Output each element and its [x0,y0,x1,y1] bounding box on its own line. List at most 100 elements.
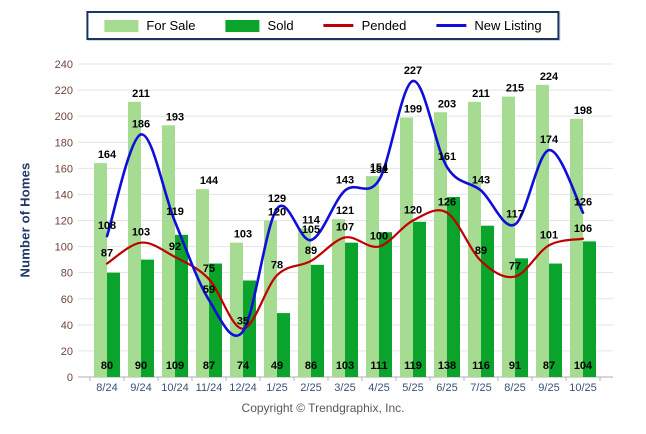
x-tick-label: 11/24 [196,382,223,394]
sold-label: 90 [135,360,147,372]
bar-sold [447,197,460,377]
x-tick-label: 4/25 [368,382,389,394]
bar-for-sale [502,96,515,378]
new-listing-label: 117 [506,208,524,220]
y-tick-label: 20 [61,346,73,358]
x-tick-label: 3/25 [334,382,355,394]
sold-label: 80 [101,360,113,372]
x-tick-label: 9/24 [130,382,151,394]
y-tick-label: 40 [61,320,73,332]
sold-label: 91 [509,360,521,372]
for-sale-label: 211 [132,88,150,100]
legend-item-for-sale: For Sale [104,18,196,33]
y-tick-label: 240 [55,59,73,71]
new-listing-label: 143 [336,175,354,187]
new-listing-label: 227 [404,65,422,77]
pended-label: 100 [370,231,388,243]
bar-for-sale [94,163,107,377]
x-tick-label: 8/25 [504,382,525,394]
line-new-listing [105,79,585,337]
legend: For Sale Sold Pended New Listing [86,11,560,40]
legend-swatch-line [436,24,467,27]
legend-label: New Listing [474,18,542,33]
legend-label: Sold [267,18,294,33]
sold-label: 119 [404,360,422,372]
sold-label: 74 [237,360,250,372]
legend-item-sold: Sold [225,18,294,33]
new-listing-label: 161 [438,151,456,163]
new-listing-label: 59 [203,284,215,296]
copyright-text: Copyright © Trendgraphix, Inc. [241,401,405,415]
bar-sold [379,232,392,377]
bar-for-sale [400,117,413,378]
new-listing-label: 35 [237,315,249,327]
x-tick-label: 2/25 [300,382,321,394]
new-listing-label: 186 [132,118,150,130]
sold-label: 111 [370,360,387,372]
pended-label: 101 [540,229,558,241]
new-listing-label: 119 [166,206,184,218]
y-tick-label: 80 [61,268,73,280]
bar-sold [413,221,426,377]
y-tick-label: 100 [55,242,73,254]
x-tick-label: 7/25 [470,382,491,394]
bar-sold [515,258,528,377]
legend-swatch-bar [225,19,260,32]
bar-for-sale [264,220,277,377]
sold-label: 87 [543,360,555,372]
y-tick-label: 160 [55,163,73,175]
y-tick-label: 140 [55,189,73,201]
for-sale-label: 114 [302,214,321,226]
y-axis-title: Number of Homes [17,162,33,278]
for-sale-label: 120 [268,207,286,219]
pended-label: 87 [101,248,113,260]
y-tick-label: 0 [67,372,73,384]
bar-for-sale [536,84,549,377]
y-tick-label: 120 [55,216,73,228]
legend-label: Pended [361,18,407,33]
new-listing-label: 126 [574,197,592,209]
for-sale-label: 215 [506,83,524,95]
bar-for-sale [570,118,583,378]
pended-label: 106 [574,223,592,235]
bar-sold [107,272,120,377]
y-tick-label: 200 [55,111,73,123]
bar-for-sale [196,189,209,377]
new-listing-label: 105 [302,224,320,236]
pended-label: 89 [305,245,317,257]
legend-swatch-bar [104,19,139,32]
sold-label: 109 [166,360,184,372]
for-sale-label: 193 [166,111,184,123]
bar-sold [345,242,358,377]
legend-item-pended: Pended [323,18,407,33]
new-listing-label: 151 [370,164,388,176]
bar-for-sale [128,101,141,377]
bar-sold [583,241,596,377]
x-tick-label: 10/24 [161,382,189,394]
pended-label: 89 [475,245,487,257]
for-sale-label: 199 [404,103,422,115]
bar-for-sale [434,112,447,378]
for-sale-label: 198 [574,105,592,117]
x-tick-label: 10/25 [569,382,597,394]
pended-label: 126 [438,197,456,209]
for-sale-label: 203 [438,98,456,110]
bar-for-sale [468,101,481,377]
bar-sold [209,263,222,377]
bar-for-sale [230,242,243,377]
legend-item-new-listing: New Listing [436,18,542,33]
for-sale-label: 224 [540,71,559,83]
x-tick-label: 6/25 [436,382,457,394]
sold-label: 103 [336,360,354,372]
sold-label: 138 [438,360,456,372]
bar-sold [141,259,154,377]
new-listing-label: 143 [472,175,490,187]
new-listing-label: 129 [268,193,286,205]
pended-label: 120 [404,205,422,217]
new-listing-label: 174 [540,134,559,146]
sold-label: 87 [203,360,215,372]
sold-label: 116 [472,360,490,372]
pended-label: 92 [169,241,181,253]
for-sale-label: 144 [200,175,219,187]
